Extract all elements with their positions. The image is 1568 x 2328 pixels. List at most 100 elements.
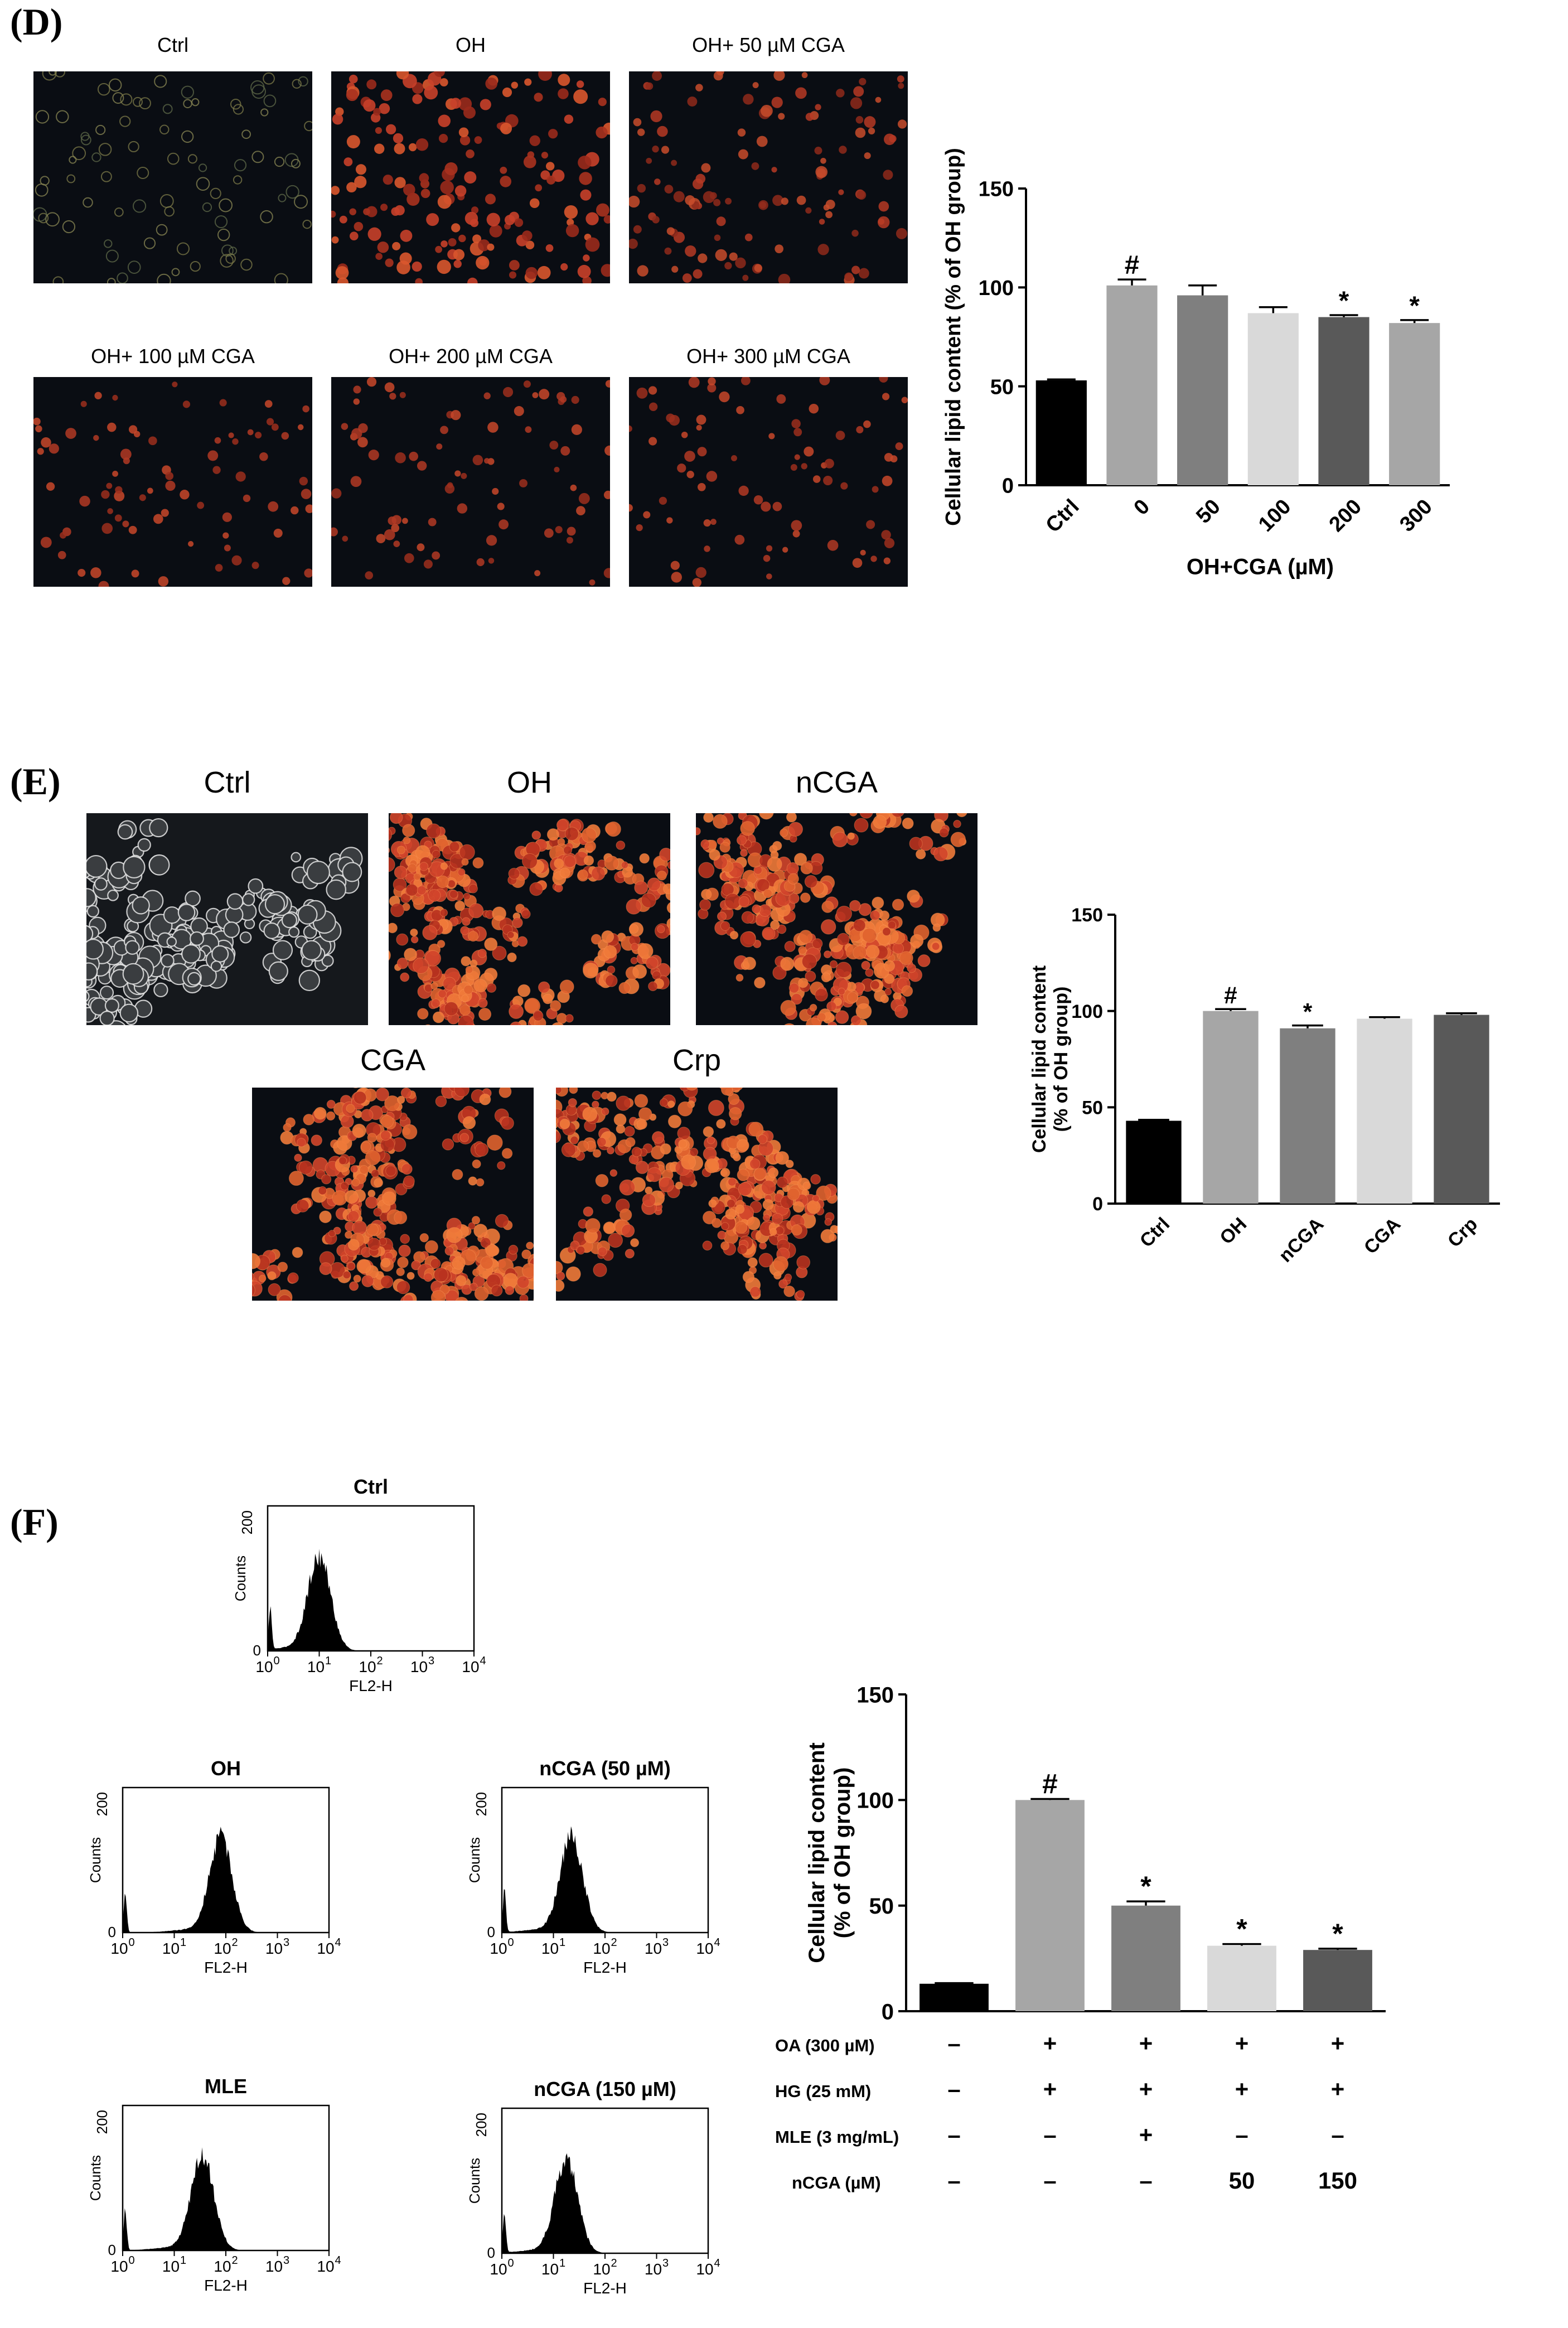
micrograph-oh-300-cga — [629, 377, 908, 587]
x-tick-label: nCGA — [1275, 1214, 1328, 1267]
micrograph-ncga — [696, 813, 977, 1025]
histogram-title: OH — [211, 1757, 241, 1780]
y-axis-label: Counts — [466, 2158, 483, 2204]
x-tick-exponent: 2 — [611, 2257, 617, 2269]
treatment-cell: – — [947, 2122, 961, 2148]
bar — [1318, 317, 1369, 485]
plot-frame — [122, 2104, 330, 2252]
y-tick-label: 150 — [979, 178, 1014, 201]
y-axis-label: Counts — [466, 1837, 483, 1883]
micrograph-oh — [389, 813, 670, 1025]
treatment-row-label: OA (300 µM) — [775, 2036, 875, 2055]
histogram-title: Ctrl — [354, 1475, 388, 1498]
y-axis-label: Counts — [87, 1837, 104, 1883]
x-tick-label: 10 — [162, 2258, 180, 2275]
y-tick-label: 200 — [94, 1792, 110, 1816]
micrograph-texture — [86, 813, 368, 1025]
histogram-title: nCGA (50 µM) — [539, 1757, 670, 1780]
treatment-cell: – — [1043, 2167, 1057, 2194]
x-tick-label: 10 — [645, 1940, 662, 1957]
x-tick-label: 10 — [214, 2258, 231, 2275]
micrograph-oh-100-cga — [33, 377, 312, 587]
flow-histogram-oh: OH 200 0 Counts 10 0 10 1 10 2 10 3 10 4 FL2-H — [61, 1754, 341, 1988]
micrograph-texture — [331, 71, 610, 283]
x-tick-exponent: 4 — [335, 1936, 341, 1949]
micrograph-texture — [33, 377, 312, 587]
x-tick-exponent: 2 — [231, 2254, 238, 2267]
x-tick-exponent: 1 — [325, 1655, 331, 1667]
x-tick-label: Ctrl — [1136, 1214, 1174, 1252]
y-tick-label: 200 — [94, 2110, 110, 2134]
x-tick-label: 10 — [110, 1940, 128, 1957]
y-tick-label: 0 — [253, 1642, 261, 1659]
x-tick-exponent: 0 — [128, 2254, 134, 2267]
treatment-cell: + — [1330, 2030, 1345, 2056]
x-tick-exponent: 3 — [662, 2257, 669, 2269]
x-tick-label: 10 — [265, 2258, 283, 2275]
x-tick-exponent: 1 — [559, 1936, 565, 1949]
micrograph-ctrl-phase — [86, 813, 368, 1025]
x-axis-label: FL2-H — [583, 2279, 627, 2297]
bar — [1247, 313, 1299, 485]
significance-marker: * — [1236, 1914, 1247, 1945]
y-tick-label: 0 — [1092, 1194, 1103, 1215]
x-tick-exponent: 2 — [376, 1655, 383, 1667]
x-tick-label: Crp — [1444, 1214, 1482, 1252]
y-tick-label: 0 — [108, 2242, 116, 2258]
x-tick-exponent: 3 — [283, 1936, 289, 1949]
bar — [1389, 323, 1440, 485]
y-tick-label: 0 — [108, 1924, 116, 1940]
micrograph-texture — [389, 813, 670, 1025]
x-tick-exponent: 4 — [714, 2257, 720, 2269]
x-tick-label: 300 — [1395, 495, 1437, 537]
treatment-cell: + — [1235, 2076, 1249, 2102]
micrograph-texture — [33, 71, 312, 283]
bar — [1126, 1120, 1182, 1204]
y-tick-label: 50 — [990, 375, 1014, 399]
micrograph-cga — [252, 1088, 534, 1301]
x-axis-label: OH+CGA (µM) — [1187, 555, 1334, 579]
image-label: Ctrl — [204, 766, 251, 799]
x-tick-label: 10 — [255, 1658, 273, 1675]
x-axis-label: FL2-H — [204, 2277, 248, 2294]
treatment-row-label: nCGA (µM) — [792, 2173, 881, 2192]
x-tick-label: 100 — [1254, 495, 1296, 537]
y-tick-label: 200 — [239, 1510, 255, 1534]
y-tick-label: 200 — [473, 2113, 490, 2137]
y-tick-label: 200 — [473, 1792, 490, 1816]
image-label: OH — [456, 33, 486, 56]
image-label: nCGA — [795, 766, 878, 799]
y-tick-label: 50 — [1082, 1098, 1103, 1119]
significance-marker: * — [1339, 286, 1349, 316]
x-tick-exponent: 0 — [273, 1655, 279, 1667]
bar — [1280, 1028, 1335, 1204]
bar — [1207, 1945, 1276, 2011]
bar — [1111, 1905, 1180, 2011]
x-tick-label: 10 — [490, 1940, 507, 1957]
treatment-row-label: MLE (3 mg/mL) — [775, 2127, 899, 2147]
y-axis-label: Cellular lipid content — [805, 1742, 829, 1963]
y-tick-label: 100 — [856, 1789, 894, 1813]
histogram-fill — [123, 2147, 329, 2250]
y-axis-label: (% of OH group) — [1051, 987, 1072, 1132]
x-tick-label: 10 — [410, 1658, 428, 1675]
treatment-table: OA (300 µM) HG (25 mM) MLE (3 mg/mL) nCG… — [775, 2036, 1388, 2220]
y-tick-label: 150 — [1071, 905, 1103, 926]
y-tick-label: 0 — [487, 2244, 495, 2261]
x-tick-label: 10 — [645, 2261, 662, 2278]
x-tick-label: 10 — [162, 1940, 180, 1957]
x-tick-label: CGA — [1360, 1214, 1405, 1258]
histogram-fill — [268, 1548, 474, 1651]
x-tick-exponent: 0 — [507, 1936, 514, 1949]
micrograph-oh-200-cga — [331, 377, 610, 587]
y-tick-label: 100 — [979, 277, 1014, 300]
plot-frame — [267, 1505, 475, 1652]
x-tick-label: 10 — [593, 2261, 610, 2278]
micrograph-oh — [331, 71, 610, 283]
histogram-fill — [123, 1827, 329, 1933]
treatment-cell: + — [1235, 2030, 1249, 2056]
micrograph-ctrl — [33, 71, 312, 283]
